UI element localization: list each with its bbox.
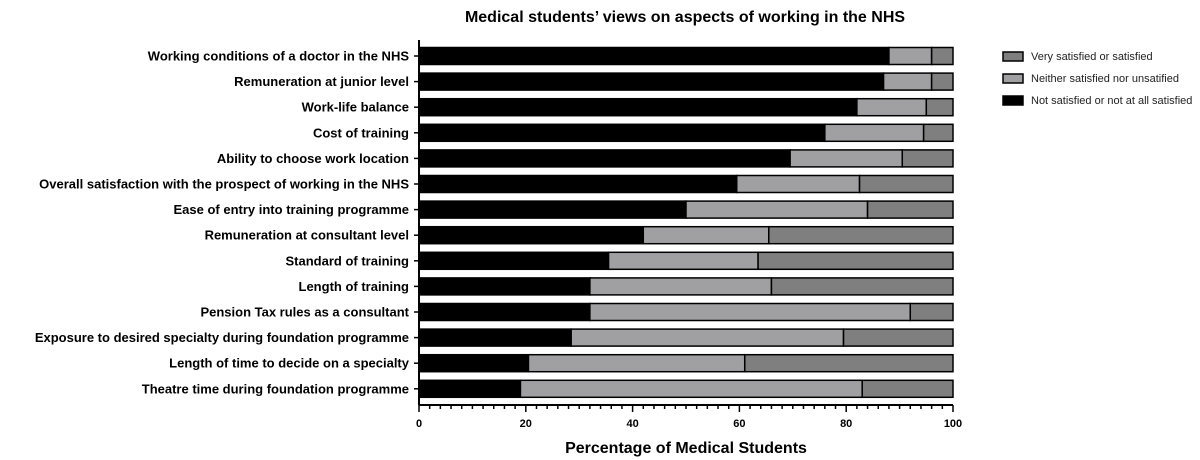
bar-segment-6-1 <box>685 200 869 219</box>
category-label: Standard of training <box>286 253 410 268</box>
bar-segment-11-2 <box>842 328 954 347</box>
legend: Very satisfied or satisfied Neither satis… <box>1002 51 1192 107</box>
bar-segment-11-1 <box>570 328 845 347</box>
bar-segment-8-1 <box>607 251 759 271</box>
legend-swatch <box>1002 73 1024 84</box>
category-label: Length of training <box>299 279 410 294</box>
bar-segment-13-0 <box>418 379 522 399</box>
legend-label: Very satisfied or satisfied <box>1031 51 1153 63</box>
x-axis: 0 20 40 60 80 100 <box>416 404 962 430</box>
bar-segment-6-0 <box>418 200 687 219</box>
category-labels: Working conditions of a doctor in the NH… <box>35 40 420 405</box>
bar-segment-4-0 <box>418 149 791 168</box>
bar-segment-3-2 <box>922 123 954 143</box>
bar-segment-2-2 <box>925 97 954 117</box>
category-label: Cost of training <box>313 125 409 140</box>
category-label: Ability to choose work location <box>217 151 409 166</box>
bar-segment-2-0 <box>418 97 858 117</box>
bar-segment-0-2 <box>930 46 954 66</box>
bar-segment-1-0 <box>418 72 885 91</box>
legend-swatch <box>1002 51 1024 62</box>
category-label: Remuneration at consultant level <box>205 228 409 243</box>
category-label: Remuneration at junior level <box>234 74 409 89</box>
bar-segment-9-0 <box>418 277 591 296</box>
bar-segment-0-0 <box>418 46 890 66</box>
x-axis-label: Percentage of Medical Students <box>565 440 807 457</box>
bar-segment-12-0 <box>418 353 530 373</box>
bar-segment-1-2 <box>930 72 954 91</box>
bar-segment-4-2 <box>901 149 954 168</box>
bar-segment-13-1 <box>519 379 863 399</box>
x-tick-label: 0 <box>416 418 422 430</box>
x-tick-label: 60 <box>733 418 745 430</box>
bar-segment-8-2 <box>757 251 954 271</box>
bar-segment-6-2 <box>866 200 954 219</box>
category-label: Work-life balance <box>302 100 409 115</box>
category-label: Length of time to decide on a specialty <box>169 356 410 371</box>
bar-segment-10-2 <box>909 302 954 322</box>
bar-segment-2-1 <box>856 97 928 117</box>
bar-segment-7-0 <box>418 225 645 245</box>
x-tick-label: 40 <box>626 418 638 430</box>
category-label: Exposure to desired specialty during fou… <box>35 330 409 345</box>
category-label: Pension Tax rules as a consultant <box>200 305 409 320</box>
category-label: Ease of entry into training programme <box>174 202 410 217</box>
bar-segment-10-1 <box>589 302 912 322</box>
bar-segment-0-1 <box>888 46 933 66</box>
bar-segment-12-1 <box>527 353 746 373</box>
bar-segment-12-2 <box>743 353 954 373</box>
chart-title: Medical students’ views on aspects of wo… <box>465 9 905 26</box>
bar-segment-5-1 <box>735 174 861 194</box>
x-tick-label: 100 <box>944 418 962 430</box>
bar-segment-9-2 <box>770 277 954 296</box>
bar-segment-11-0 <box>418 328 572 347</box>
bar-segment-3-1 <box>824 123 925 143</box>
bar-segment-7-2 <box>768 225 954 245</box>
bars <box>418 46 954 399</box>
bar-segment-4-1 <box>789 149 904 168</box>
bar-segment-13-2 <box>861 379 954 399</box>
bar-segment-9-1 <box>589 277 773 296</box>
bar-segment-5-2 <box>858 174 954 194</box>
x-tick-label: 20 <box>520 418 532 430</box>
legend-label: Neither satisfied nor unsatified <box>1031 73 1179 85</box>
legend-label: Not satisfied or not at all satisfied <box>1031 95 1192 107</box>
legend-swatch <box>1002 95 1024 106</box>
bar-segment-3-0 <box>418 123 826 143</box>
bar-segment-1-1 <box>882 72 933 91</box>
bar-segment-7-1 <box>642 225 770 245</box>
x-tick-label: 80 <box>840 418 852 430</box>
bar-segment-10-0 <box>418 302 591 322</box>
category-label: Working conditions of a doctor in the NH… <box>148 49 410 64</box>
bar-segment-8-0 <box>418 251 610 271</box>
bar-segment-5-0 <box>418 174 738 194</box>
category-label: Theatre time during foundation programme <box>142 381 409 396</box>
category-label: Overall satisfaction with the prospect o… <box>39 177 409 192</box>
